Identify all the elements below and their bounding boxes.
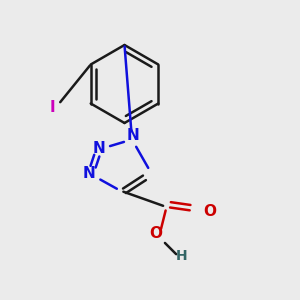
Text: N: N (82, 167, 95, 182)
Text: N: N (93, 141, 105, 156)
Text: I: I (50, 100, 55, 116)
Text: O: O (149, 226, 163, 242)
Text: N: N (127, 128, 140, 143)
Text: O: O (203, 204, 216, 219)
Text: H: H (176, 250, 187, 263)
